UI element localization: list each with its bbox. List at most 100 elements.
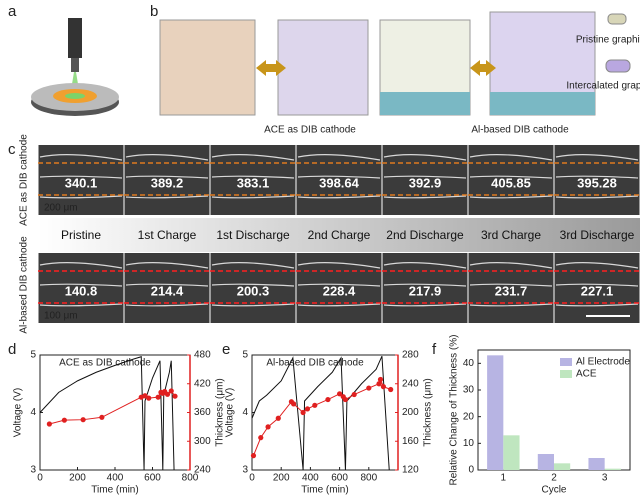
legend-swatch	[560, 358, 572, 366]
x-axis-label: Time (min)	[91, 485, 138, 496]
series-line	[252, 378, 391, 456]
panel-letter: a	[8, 3, 17, 20]
thickness-value: 405.85	[491, 175, 531, 190]
cube-drawings	[159, 11, 631, 116]
data-point	[337, 391, 343, 397]
scale-bar-label: 100 μm	[44, 311, 78, 322]
row-label: Al-based DIB cathode	[19, 236, 30, 334]
thickness-value: 395.28	[577, 175, 617, 190]
y-tick-label: 20	[463, 411, 475, 422]
thickness-value: 231.7	[495, 283, 528, 298]
legend-label: Pristine graphite	[576, 35, 640, 46]
micrograph-texture	[211, 154, 295, 161]
x-tick-label: 600	[144, 473, 161, 484]
data-point	[164, 391, 171, 397]
micrograph-texture	[297, 262, 381, 269]
y-tick-label: 40	[463, 358, 475, 369]
microscope-drawing	[31, 18, 119, 116]
micrograph-texture	[469, 154, 553, 161]
legend-label: ACE	[576, 369, 597, 380]
y2-tick-label: 200	[402, 407, 419, 418]
stage-label: Pristine	[61, 228, 101, 242]
series-line	[251, 355, 390, 471]
thickness-value: 200.3	[237, 283, 270, 298]
column-title: ACE as DIB cathode	[264, 125, 356, 136]
micrograph-texture	[469, 175, 553, 179]
data-point	[146, 395, 152, 401]
row-label: ACE as DIB cathode	[19, 134, 30, 226]
stage-band	[38, 218, 640, 252]
data-point	[366, 385, 372, 391]
x-axis-label: Time (min)	[301, 485, 348, 496]
micrograph-texture	[125, 175, 209, 179]
x-tick-label: 0	[37, 473, 43, 484]
y-tick-label: 5	[30, 350, 36, 361]
bar	[537, 454, 554, 470]
y-axis-label: Voltage (V)	[13, 388, 24, 437]
panel-letter: f	[432, 341, 437, 358]
data-point	[291, 401, 297, 407]
bar	[588, 458, 605, 470]
thickness-value: 383.1	[237, 175, 270, 190]
thickness-value: 227.1	[581, 283, 614, 298]
micrograph	[124, 253, 210, 323]
y2-tick-label: 120	[402, 465, 419, 476]
stage-label: 3rd Discharge	[560, 228, 635, 242]
x-tick-label: 600	[331, 473, 348, 484]
y2-axis-label: Thickness (μm)	[423, 378, 434, 447]
y2-tick-label: 280	[402, 350, 419, 361]
data-point	[388, 386, 394, 393]
micrograph-texture	[211, 283, 295, 287]
y2-tick-label: 300	[194, 436, 211, 447]
legend-swatch	[560, 370, 572, 378]
stage-label: 1st Discharge	[216, 228, 290, 242]
thickness-value: 214.4	[151, 283, 184, 298]
y2-tick-label: 240	[402, 378, 419, 389]
micrograph	[382, 145, 468, 215]
legend-label: Intercalated graphite	[566, 81, 640, 92]
micrograph-texture	[469, 283, 553, 287]
thickness-value: 389.2	[151, 175, 184, 190]
panel-letter: b	[150, 3, 158, 20]
micrograph-texture	[125, 303, 209, 307]
data-point	[61, 417, 67, 423]
micrograph-texture	[469, 262, 553, 269]
thickness-value: 217.9	[409, 283, 442, 298]
y2-axis-label: Thickness (μm)	[215, 378, 226, 447]
data-point	[342, 396, 349, 403]
y-axis-label: Voltage (V)	[225, 388, 236, 437]
bar	[503, 435, 520, 470]
data-point	[155, 394, 161, 400]
micrograph-texture	[39, 262, 123, 269]
micrograph-texture	[383, 283, 467, 287]
micrograph	[554, 253, 640, 323]
micrograph-texture	[39, 154, 123, 161]
micrograph	[382, 253, 468, 323]
micrograph-texture	[211, 195, 295, 199]
chart-title: Al-based DIB cathode	[266, 358, 364, 369]
micrograph-texture	[383, 195, 467, 199]
x-tick-label: 1	[501, 473, 507, 484]
data-point	[80, 417, 86, 423]
data-point	[304, 406, 311, 412]
x-tick-label: 800	[360, 473, 377, 484]
micrograph	[38, 145, 124, 215]
thickness-value: 228.4	[323, 283, 356, 298]
micrograph	[210, 145, 296, 215]
micrograph	[468, 253, 554, 323]
micrograph-texture	[297, 283, 381, 287]
y2-tick-label: 160	[402, 436, 419, 447]
micrograph-texture	[39, 175, 123, 179]
micrograph-texture	[555, 303, 639, 307]
thickness-value: 140.8	[65, 283, 98, 298]
panel-letter: e	[222, 341, 230, 358]
data-point	[351, 391, 357, 398]
y-tick-label: 5	[242, 350, 248, 361]
micrograph-texture	[125, 195, 209, 199]
micrograph-texture	[297, 195, 381, 199]
y-tick-label: 3	[242, 465, 248, 476]
micrograph	[296, 253, 382, 323]
thickness-value: 398.64	[319, 175, 360, 190]
x-tick-label: 0	[249, 473, 255, 484]
data-point	[46, 421, 52, 427]
